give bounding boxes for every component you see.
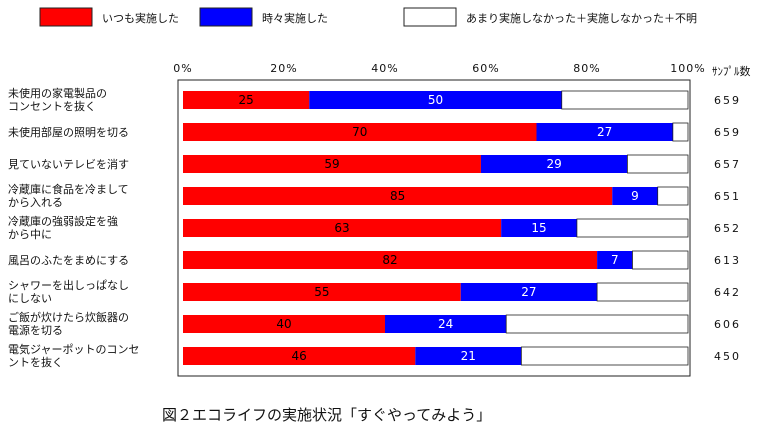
bar-value-label: 85: [390, 189, 405, 203]
bar-value-label: 27: [521, 285, 536, 299]
bar-value-label: 70: [352, 125, 367, 139]
bar-value-label: 9: [631, 189, 639, 203]
legend: いつも実施した 時々実施した あまり実施しなかった＋実施しなかった＋不明: [39, 7, 697, 27]
bar-segment-sometimes: [597, 251, 633, 269]
bar-segment-always: [183, 155, 481, 173]
bar-segment-other: [632, 250, 689, 270]
sample-size-values: 659 659 657 651 652 613 642 606 450: [714, 94, 741, 363]
category-label: ご飯が炊けたら炊飯器の電源を切る: [8, 310, 129, 337]
bar-segment-sometimes: [385, 315, 507, 333]
category-label: 未使用部屋の照明を切る: [8, 125, 129, 139]
bar-segment-sometimes: [612, 187, 658, 205]
bar-segment-always: [183, 315, 385, 333]
bar-value-label: 27: [597, 125, 612, 139]
bar-segment-other: [520, 346, 689, 366]
category-label: シャワーを出しっぱなしにしない: [8, 278, 129, 305]
x-tick-label: 80%: [573, 62, 600, 75]
bar-segment-other: [657, 186, 689, 206]
bar-value-label: 24: [438, 317, 453, 331]
bar-segment-always: [183, 123, 537, 141]
bar-segment-other: [561, 90, 689, 110]
sample-size-value: 450: [714, 350, 741, 363]
bar-segment-other: [672, 122, 689, 142]
category-label: 見ていないテレビを消す: [8, 157, 129, 171]
category-label: 風呂のふたをまめにする: [8, 254, 129, 267]
bar-segment-always: [183, 283, 461, 301]
bars: 25 50 70 27 59 29 85 9 63 15 82 7 55 27 40 24 46 21: [183, 90, 689, 366]
x-tick-label: 0%: [173, 62, 192, 75]
chart-title: 図２エコライフの実施状況「すぐやってみよう」: [162, 406, 491, 424]
legend-label-3: あまり実施しなかった＋実施しなかった＋不明: [466, 11, 697, 25]
sample-size-value: 652: [714, 222, 741, 235]
bar-segment-other: [627, 154, 689, 174]
legend-label-2: 時々実施した: [262, 11, 328, 25]
sample-size-header: ｻﾝﾌﾟﾙ数: [712, 65, 751, 78]
bar-value-label: 25: [238, 93, 253, 107]
category-label: 電気ジャーポットのコンセントを抜く: [8, 342, 139, 369]
legend-label-1: いつも実施した: [102, 11, 179, 25]
sample-size-value: 642: [714, 286, 741, 299]
sample-size-value: 613: [714, 254, 741, 267]
bar-segment-other: [505, 314, 689, 334]
legend-swatch-2: [199, 7, 253, 27]
sample-size-value: 606: [714, 318, 741, 331]
bar-value-label: 46: [292, 349, 307, 363]
bar-segment-sometimes: [501, 219, 577, 237]
bar-segment-always: [183, 187, 613, 205]
category-label: 冷蔵庫に食品を冷ましてから入れる: [8, 182, 129, 209]
bar-value-label: 40: [276, 317, 291, 331]
bar-value-label: 7: [611, 253, 619, 267]
x-tick-label: 40%: [371, 62, 398, 75]
category-label: 未使用の家電製品のコンセントを抜く: [8, 86, 107, 113]
x-axis-ticks: 0% 20% 40% 60% 80% 100%: [173, 62, 705, 75]
sample-size-value: 651: [714, 190, 741, 203]
x-tick-label: 20%: [270, 62, 297, 75]
bar-segment-sometimes: [480, 155, 628, 173]
bar-segment-always: [183, 91, 310, 109]
category-label: 冷蔵庫の強弱設定を強から中に: [8, 214, 118, 241]
bar-value-label: 82: [382, 253, 397, 267]
bar-value-label: 55: [314, 285, 329, 299]
legend-swatch-1: [39, 7, 93, 27]
bar-segment-sometimes: [309, 91, 562, 109]
legend-swatch-3: [403, 7, 457, 27]
bar-value-label: 50: [428, 93, 443, 107]
bar-segment-other: [576, 218, 689, 238]
bar-value-label: 29: [547, 157, 562, 171]
sample-size-value: 659: [714, 126, 741, 139]
bar-value-label: 21: [461, 349, 476, 363]
sample-size-value: 657: [714, 158, 741, 171]
bar-segment-sometimes: [536, 123, 673, 141]
x-tick-label: 100%: [670, 62, 705, 75]
bar-segment-always: [183, 219, 502, 237]
bar-segment-always: [183, 251, 598, 269]
bar-value-label: 15: [531, 221, 546, 235]
bar-segment-other: [596, 282, 689, 302]
plot-frame: [177, 79, 691, 377]
category-labels: 未使用の家電製品のコンセントを抜く未使用部屋の照明を切る見ていないテレビを消す冷…: [8, 86, 139, 369]
bar-segment-sometimes: [460, 283, 598, 301]
bar-segment-always: [183, 347, 416, 365]
bar-segment-sometimes: [415, 347, 522, 365]
bar-value-label: 63: [334, 221, 349, 235]
x-tick-label: 60%: [472, 62, 499, 75]
sample-size-value: 659: [714, 94, 741, 107]
bar-value-label: 59: [324, 157, 339, 171]
